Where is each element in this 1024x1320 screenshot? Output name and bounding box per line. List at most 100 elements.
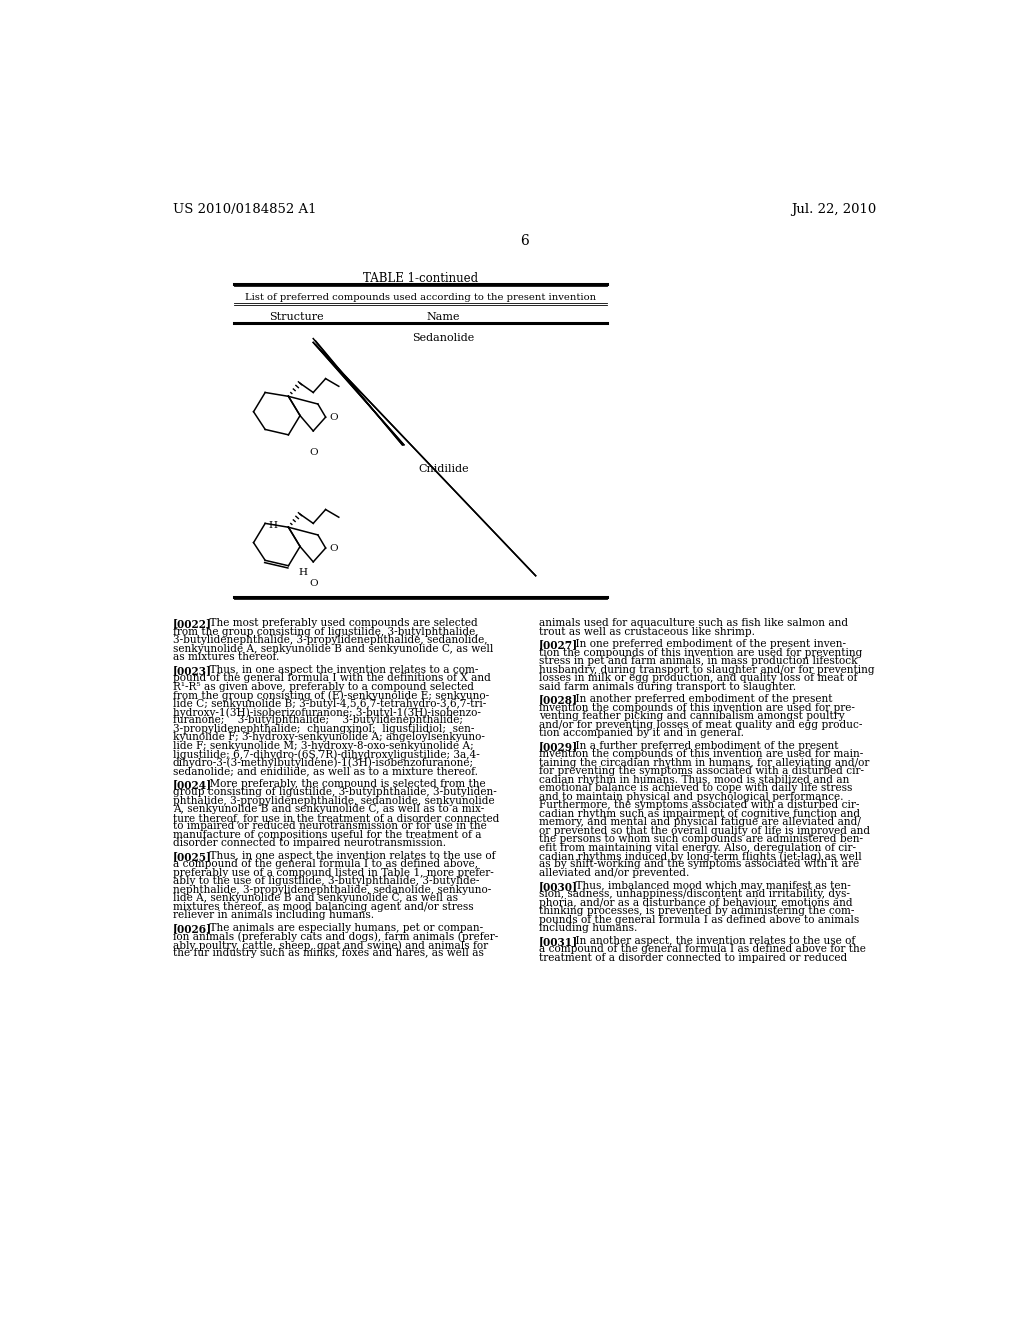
Text: Thus, in one aspect the invention relates to a com-: Thus, in one aspect the invention relate…: [196, 665, 478, 675]
Text: R¹-R⁵ as given above, preferably to a compound selected: R¹-R⁵ as given above, preferably to a co…: [173, 681, 474, 692]
Text: disorder connected to impaired neurotransmission.: disorder connected to impaired neurotran…: [173, 838, 446, 849]
Text: senkyunolide A, senkyunolide B and senkyunolide C, as well: senkyunolide A, senkyunolide B and senky…: [173, 644, 494, 653]
Text: Sedanolide: Sedanolide: [413, 333, 474, 343]
Text: sion, sadness, unhappiness/discontent and irritability, dys-: sion, sadness, unhappiness/discontent an…: [539, 890, 850, 899]
Text: The animals are especially humans, pet or compan-: The animals are especially humans, pet o…: [196, 923, 483, 933]
Text: Thus, imbalanced mood which may manifest as ten-: Thus, imbalanced mood which may manifest…: [561, 880, 850, 891]
Text: efit from maintaining vital energy. Also, deregulation of cir-: efit from maintaining vital energy. Also…: [539, 842, 856, 853]
Text: manufacture of compositions useful for the treatment of a: manufacture of compositions useful for t…: [173, 830, 481, 840]
Text: In another preferred embodiment of the present: In another preferred embodiment of the p…: [561, 694, 833, 705]
Text: ligustilide; 6,7-dihydro-(6S,7R)-dihydroxyligustilide; 3a,4-: ligustilide; 6,7-dihydro-(6S,7R)-dihydro…: [173, 750, 479, 760]
Text: [0022]: [0022]: [173, 618, 212, 630]
Text: taining the circadian rhythm in humans, for alleviating and/or: taining the circadian rhythm in humans, …: [539, 758, 869, 768]
Text: cadian rhythms induced by long-term flights (jet-lag) as well: cadian rhythms induced by long-term flig…: [539, 851, 861, 862]
Text: Structure: Structure: [269, 313, 324, 322]
Text: invention the compounds of this invention are used for main-: invention the compounds of this inventio…: [539, 750, 863, 759]
Text: ture thereof, for use in the treatment of a disorder connected: ture thereof, for use in the treatment o…: [173, 813, 500, 822]
Text: memory, and mental and physical fatigue are alleviated and/: memory, and mental and physical fatigue …: [539, 817, 860, 828]
Text: tion accompanied by it and in general.: tion accompanied by it and in general.: [539, 729, 743, 738]
Text: pounds of the general formula I as defined above to animals: pounds of the general formula I as defin…: [539, 915, 859, 924]
Text: ion animals (preferably cats and dogs), farm animals (prefer-: ion animals (preferably cats and dogs), …: [173, 932, 499, 942]
Text: trout as well as crustaceous like shrimp.: trout as well as crustaceous like shrimp…: [539, 627, 755, 636]
Text: reliever in animals including humans.: reliever in animals including humans.: [173, 911, 374, 920]
Text: or prevented so that the overall quality of life is improved and: or prevented so that the overall quality…: [539, 825, 869, 836]
Text: Furthermore, the symptoms associated with a disturbed cir-: Furthermore, the symptoms associated wit…: [539, 800, 859, 810]
Text: mixtures thereof, as mood balancing agent and/or stress: mixtures thereof, as mood balancing agen…: [173, 902, 473, 912]
Text: ably poultry, cattle, sheep, goat and swine) and animals for: ably poultry, cattle, sheep, goat and sw…: [173, 940, 488, 950]
Text: [0029]: [0029]: [539, 741, 578, 752]
Text: treatment of a disorder connected to impaired or reduced: treatment of a disorder connected to imp…: [539, 953, 847, 962]
Text: Jul. 22, 2010: Jul. 22, 2010: [792, 203, 877, 216]
Text: as by shift-working and the symptoms associated with it are: as by shift-working and the symptoms ass…: [539, 859, 859, 870]
Text: Cnidilide: Cnidilide: [418, 465, 469, 474]
Text: hydroxy-1(3H)-isoberizofuranone; 3-butyl-1(3H)-isobenzo-: hydroxy-1(3H)-isoberizofuranone; 3-butyl…: [173, 708, 481, 718]
Text: The most preferably used compounds are selected: The most preferably used compounds are s…: [196, 618, 477, 628]
Text: and to maintain physical and psychological performance.: and to maintain physical and psychologic…: [539, 792, 843, 801]
Text: In a further preferred embodiment of the present: In a further preferred embodiment of the…: [561, 741, 838, 751]
Text: US 2010/0184852 A1: US 2010/0184852 A1: [173, 203, 316, 216]
Text: [0027]: [0027]: [539, 639, 578, 651]
Text: said farm animals during transport to slaughter.: said farm animals during transport to sl…: [539, 681, 796, 692]
Text: H: H: [268, 521, 278, 531]
Text: H: H: [298, 568, 307, 577]
Text: animals used for aquaculture such as fish like salmon and: animals used for aquaculture such as fis…: [539, 618, 848, 628]
Text: venting feather picking and cannibalism amongst poultry: venting feather picking and cannibalism …: [539, 711, 845, 721]
Text: thinking processes, is prevented by administering the com-: thinking processes, is prevented by admi…: [539, 906, 854, 916]
Text: 6: 6: [520, 234, 529, 248]
Text: tion the compounds of this invention are used for preventing: tion the compounds of this invention are…: [539, 648, 862, 657]
Text: [0024]: [0024]: [173, 779, 212, 789]
Text: cadian rhythm such as impairment of cognitive function and: cadian rhythm such as impairment of cogn…: [539, 809, 860, 818]
Text: preferably use of a compound listed in Table 1, more prefer-: preferably use of a compound listed in T…: [173, 869, 494, 878]
Text: [0031]: [0031]: [539, 936, 578, 946]
Text: sedanolide; and enidilide, as well as to a mixture thereof.: sedanolide; and enidilide, as well as to…: [173, 767, 478, 776]
Text: lide C; senkyunolide B; 3-butyl-4,5,6,7-tetrahydro-3,6,7-tri-: lide C; senkyunolide B; 3-butyl-4,5,6,7-…: [173, 698, 486, 709]
Text: 3-butylidenephthalide, 3-propylidenephthalide, sedanolide,: 3-butylidenephthalide, 3-propylidenephth…: [173, 635, 487, 645]
Text: dihydro-3-(3-methylbutylidene)-1(3H)-isobenzofuranone;: dihydro-3-(3-methylbutylidene)-1(3H)-iso…: [173, 758, 474, 768]
Text: TABLE 1-continued: TABLE 1-continued: [362, 272, 478, 285]
Text: List of preferred compounds used according to the present invention: List of preferred compounds used accordi…: [245, 293, 596, 302]
Text: O: O: [330, 544, 338, 553]
Text: lide A, senkyunolide B and senkyunolide C, as well as: lide A, senkyunolide B and senkyunolide …: [173, 894, 458, 903]
Text: phthalide, 3-propylidenephthalide, sedanolide, senkyunolide: phthalide, 3-propylidenephthalide, sedan…: [173, 796, 495, 807]
Text: alleviated and/or prevented.: alleviated and/or prevented.: [539, 869, 689, 878]
Text: A, senkyunolide B and senkyunolide C, as well as to a mix-: A, senkyunolide B and senkyunolide C, as…: [173, 804, 484, 814]
Text: group consisting of ligustilide, 3-butylphthalide, 3-butyliden-: group consisting of ligustilide, 3-butyl…: [173, 788, 497, 797]
Text: kyunolide F; 3-hydroxy-senkyunolide A; angeloylsenkyuno-: kyunolide F; 3-hydroxy-senkyunolide A; a…: [173, 733, 484, 742]
Text: In another aspect, the invention relates to the use of: In another aspect, the invention relates…: [561, 936, 855, 945]
Text: O: O: [309, 578, 318, 587]
Text: for preventing the symptoms associated with a disturbed cir-: for preventing the symptoms associated w…: [539, 767, 864, 776]
Text: 3-propylidenephthalide;  chuangxinol;  ligustilidiol;  sen-: 3-propylidenephthalide; chuangxinol; lig…: [173, 723, 474, 734]
Text: as mixtures thereof.: as mixtures thereof.: [173, 652, 280, 661]
Text: the fur industry such as minks, foxes and hares, as well as: the fur industry such as minks, foxes an…: [173, 948, 483, 958]
Text: including humans.: including humans.: [539, 923, 637, 933]
Text: phoria, and/or as a disturbance of behaviour, emotions and: phoria, and/or as a disturbance of behav…: [539, 898, 852, 908]
Text: Name: Name: [427, 313, 460, 322]
Text: the persons to whom such compounds are administered ben-: the persons to whom such compounds are a…: [539, 834, 863, 843]
Text: pound of the general formula I with the definitions of X and: pound of the general formula I with the …: [173, 673, 490, 684]
Text: husbandry, during transport to slaughter and/or for preventing: husbandry, during transport to slaughter…: [539, 665, 874, 675]
Text: a compound of the general formula I as defined above for the: a compound of the general formula I as d…: [539, 944, 865, 954]
Text: [0023]: [0023]: [173, 665, 212, 676]
Text: [0030]: [0030]: [539, 880, 578, 892]
Text: lide F; senkyunolide M; 3-hydroxy-8-oxo-senkyunolide A;: lide F; senkyunolide M; 3-hydroxy-8-oxo-…: [173, 741, 473, 751]
Text: invention the compounds of this invention are used for pre-: invention the compounds of this inventio…: [539, 702, 855, 713]
Text: furanone;    3-butylphthalide;    3-butylidenephthalide;: furanone; 3-butylphthalide; 3-butylidene…: [173, 715, 463, 726]
Text: O: O: [330, 413, 338, 421]
Text: Thus, in one aspect the invention relates to the use of: Thus, in one aspect the invention relate…: [196, 851, 496, 861]
Text: O: O: [309, 447, 318, 457]
Text: In one preferred embodiment of the present inven-: In one preferred embodiment of the prese…: [561, 639, 846, 649]
Text: cadian rhythm in humans. Thus, mood is stabilized and an: cadian rhythm in humans. Thus, mood is s…: [539, 775, 849, 785]
Text: and/or for preventing losses of meat quality and egg produc-: and/or for preventing losses of meat qua…: [539, 719, 862, 730]
Text: from the group consisting of (E)-senkyunolide E; senkyuno-: from the group consisting of (E)-senkyun…: [173, 690, 489, 701]
Text: [0026]: [0026]: [173, 923, 212, 935]
Text: emotional balance is achieved to cope with daily life stress: emotional balance is achieved to cope wi…: [539, 783, 852, 793]
Text: nephthalide, 3-propylidenephthalide, sedanolide, senkyuno-: nephthalide, 3-propylidenephthalide, sed…: [173, 884, 492, 895]
Text: [0025]: [0025]: [173, 851, 212, 862]
Text: [0028]: [0028]: [539, 694, 578, 705]
Text: from the group consisting of ligustilide, 3-butylphthalide,: from the group consisting of ligustilide…: [173, 627, 478, 636]
Text: More preferably, the compound is selected from the: More preferably, the compound is selecte…: [196, 779, 485, 789]
Text: to impaired or reduced neurotransmission or for use in the: to impaired or reduced neurotransmission…: [173, 821, 486, 832]
Text: a compound of the general formula I to as defined above,: a compound of the general formula I to a…: [173, 859, 478, 870]
Text: ably to the use of ligustilide, 3-butylphthalide, 3-butylide-: ably to the use of ligustilide, 3-butylp…: [173, 876, 479, 887]
Text: losses in milk or egg production, and quality loss of meat of: losses in milk or egg production, and qu…: [539, 673, 857, 684]
